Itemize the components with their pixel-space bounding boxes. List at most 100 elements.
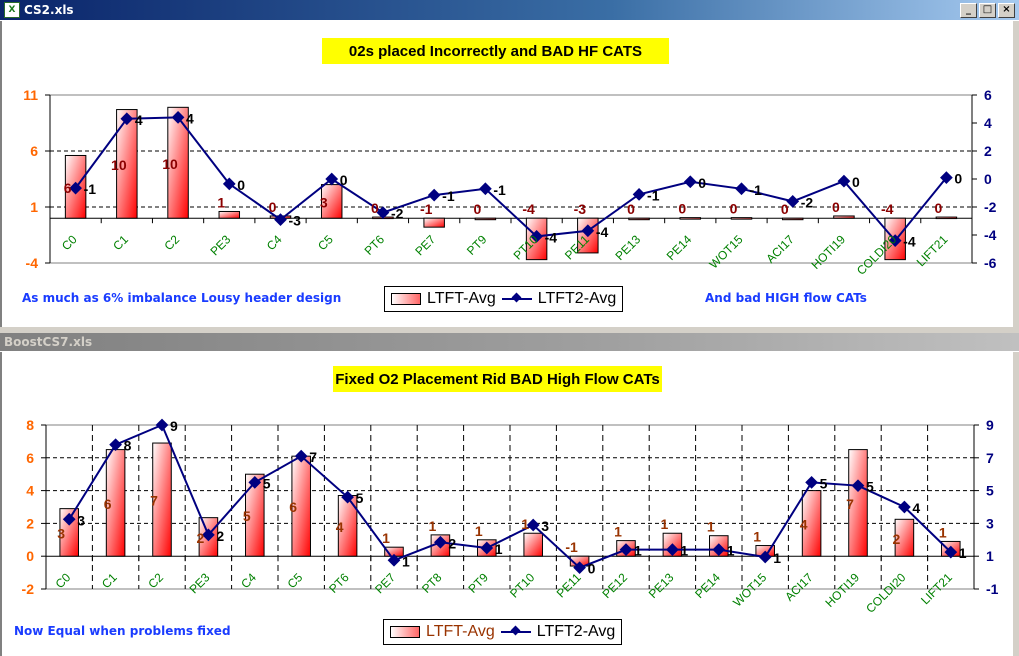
bar — [628, 217, 650, 221]
line-data-label: -2 — [391, 206, 404, 222]
line-data-label: 1 — [680, 543, 688, 559]
line-data-label: 5 — [820, 475, 828, 491]
window-titlebar[interactable]: X CS2.xls _ □ × — [0, 0, 1019, 20]
category-label: C0 — [53, 570, 74, 591]
line-data-label: -3 — [289, 213, 302, 229]
line-marker — [805, 476, 818, 489]
category-label: C1 — [99, 570, 120, 591]
right-tick-label: -1 — [986, 581, 999, 597]
bar-data-label: 7 — [846, 496, 854, 512]
line-data-label: -1 — [442, 188, 455, 204]
line-data-label: -4 — [903, 234, 916, 250]
bar — [730, 217, 753, 220]
category-label: WOT15 — [706, 232, 745, 271]
line-data-label: 3 — [77, 512, 85, 528]
window-cs2: X CS2.xls _ □ × 11 6 1 -4 6 4 2 0 -2 -4 -6 6 10 10 1 0 3… — [0, 0, 1019, 327]
bar-data-label: 0 — [371, 200, 379, 216]
line-data-label: 1 — [402, 553, 410, 569]
bar-data-label: 0 — [730, 201, 738, 217]
category-label: C5 — [285, 570, 306, 591]
bar-data-label: 6 — [104, 496, 112, 512]
line-data-label: -1 — [750, 182, 763, 198]
right-tick-label: 2 — [984, 143, 992, 159]
bar — [801, 490, 822, 557]
chart-note: And bad HIGH flow CATs — [705, 291, 867, 305]
bar-data-label: 0 — [781, 201, 789, 217]
line-data-label: 4 — [135, 112, 143, 128]
bar — [423, 217, 445, 228]
bar-data-label: 1 — [382, 530, 390, 546]
left-tick-label: 4 — [26, 483, 34, 499]
category-label: PE14 — [692, 570, 723, 601]
bar — [894, 518, 915, 557]
category-label: PE3 — [187, 570, 213, 596]
line-data-label: 4 — [912, 500, 920, 516]
category-label: PE14 — [664, 232, 695, 263]
line-data-label: 0 — [237, 177, 245, 193]
category-label: PE7 — [372, 570, 398, 596]
legend-line-swatch — [501, 298, 532, 300]
right-tick-label: 3 — [986, 515, 994, 531]
category-label: WOT15 — [730, 570, 769, 609]
line-data-label: -4 — [596, 224, 609, 240]
bar — [848, 449, 868, 557]
chart-title: 02s placed Incorrectly and BAD HF CATS — [322, 38, 669, 64]
chart-legend: LTFT-Avg LTFT2-Avg — [384, 286, 624, 312]
bar-data-label: 1 — [661, 516, 669, 532]
bar-data-label: -4 — [522, 201, 535, 217]
line-data-label: 5 — [356, 490, 364, 506]
window-titlebar[interactable]: BoostCS7.xls — [0, 333, 1019, 351]
line-data-label: 1 — [773, 550, 781, 566]
maximize-button[interactable]: □ — [979, 3, 996, 18]
category-label: C4 — [238, 570, 259, 591]
line-marker — [171, 111, 185, 124]
line-data-label: 1 — [959, 545, 967, 561]
bar-data-label: 2 — [893, 531, 901, 547]
line-data-label: 0 — [588, 561, 596, 577]
line-marker — [479, 182, 492, 196]
legend-label: LTFT-Avg — [427, 290, 496, 307]
minimize-button[interactable]: _ — [960, 3, 977, 18]
left-tick-label: -4 — [26, 255, 39, 271]
line-data-label: 2 — [448, 535, 456, 551]
close-button[interactable]: × — [998, 3, 1015, 18]
category-label: ACI17 — [782, 570, 816, 604]
line-data-label: 1 — [727, 543, 735, 559]
bar-data-label: 6 — [289, 499, 297, 515]
chart-note: As much as 6% imbalance Lousy header des… — [22, 291, 342, 305]
bar-data-label: 1 — [475, 523, 483, 539]
line-data-label: 9 — [170, 418, 178, 434]
line-series — [68, 423, 952, 569]
line-data-label: 1 — [634, 543, 642, 559]
legend-label: LTFT-Avg — [426, 623, 495, 640]
category-label: PT9 — [464, 232, 490, 258]
bar-data-label: 3 — [57, 525, 65, 541]
chart-sheet: 11 6 1 -4 6 4 2 0 -2 -4 -6 6 10 10 1 0 3 0 -1 0 -4 -3 0 0 0 0 0 -4 0… — [0, 21, 1019, 327]
line-marker — [632, 188, 646, 201]
category-label: PE13 — [646, 570, 677, 601]
legend-label: LTFT2-Avg — [537, 290, 617, 307]
line-data-label: 5 — [263, 475, 271, 491]
category-label: C2 — [161, 232, 182, 253]
line-marker — [274, 213, 287, 226]
right-tick-label: 9 — [986, 417, 994, 433]
bar — [474, 217, 497, 221]
bar-data-label: 1 — [707, 519, 715, 535]
line-data-label: 0 — [852, 174, 860, 190]
bar — [116, 109, 138, 219]
line-marker — [427, 188, 441, 202]
right-tick-label: 4 — [984, 115, 992, 131]
category-label: PT8 — [419, 570, 445, 596]
category-label: PE12 — [599, 570, 630, 601]
category-label: COLDI20 — [863, 570, 909, 616]
left-tick-label: -2 — [22, 581, 35, 597]
category-label: C5 — [315, 232, 336, 253]
line-data-label: 4 — [186, 110, 194, 126]
bar-data-label: 1 — [429, 518, 437, 534]
window-title: BoostCS7.xls — [4, 335, 93, 349]
legend-line-swatch — [500, 631, 531, 633]
bar-data-label: 1 — [217, 194, 225, 210]
line-data-label: 0 — [698, 175, 706, 191]
